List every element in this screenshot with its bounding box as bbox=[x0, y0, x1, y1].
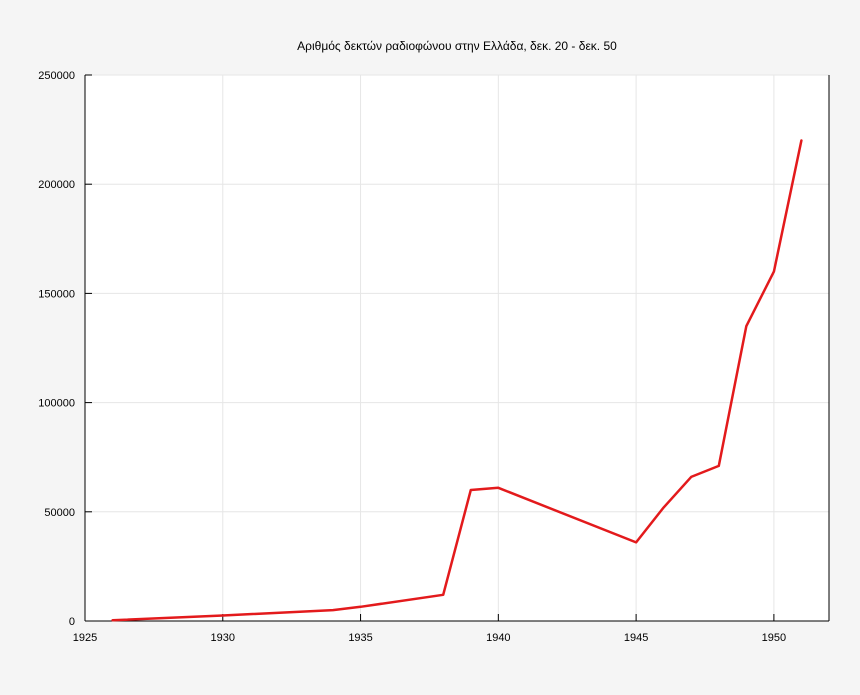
series-layer bbox=[111, 139, 803, 622]
grid-lines bbox=[85, 74, 829, 621]
x-tick-label: 1940 bbox=[486, 632, 510, 644]
series-line bbox=[111, 139, 803, 622]
x-tick-label: 1935 bbox=[348, 632, 372, 644]
y-tick-label: 250000 bbox=[38, 70, 75, 82]
x-tick-label: 1950 bbox=[762, 632, 786, 644]
y-tick-label: 0 bbox=[69, 616, 75, 628]
x-tick-label: 1930 bbox=[211, 632, 235, 644]
y-tick-label: 150000 bbox=[38, 288, 75, 300]
x-tick-label: 1925 bbox=[73, 632, 97, 644]
x-tick-label: 1945 bbox=[624, 632, 648, 644]
plot-area bbox=[85, 75, 829, 621]
chart-title: Αριθμός δεκτών ραδιοφώνου στην Ελλάδα, δ… bbox=[297, 39, 617, 53]
y-tick-label: 200000 bbox=[38, 179, 75, 191]
axes: 0 50000 100000 150000 200000 250000 1925 1930 19… bbox=[38, 70, 830, 644]
y-tick-label: 100000 bbox=[38, 398, 75, 410]
y-tick-label: 50000 bbox=[44, 507, 75, 519]
